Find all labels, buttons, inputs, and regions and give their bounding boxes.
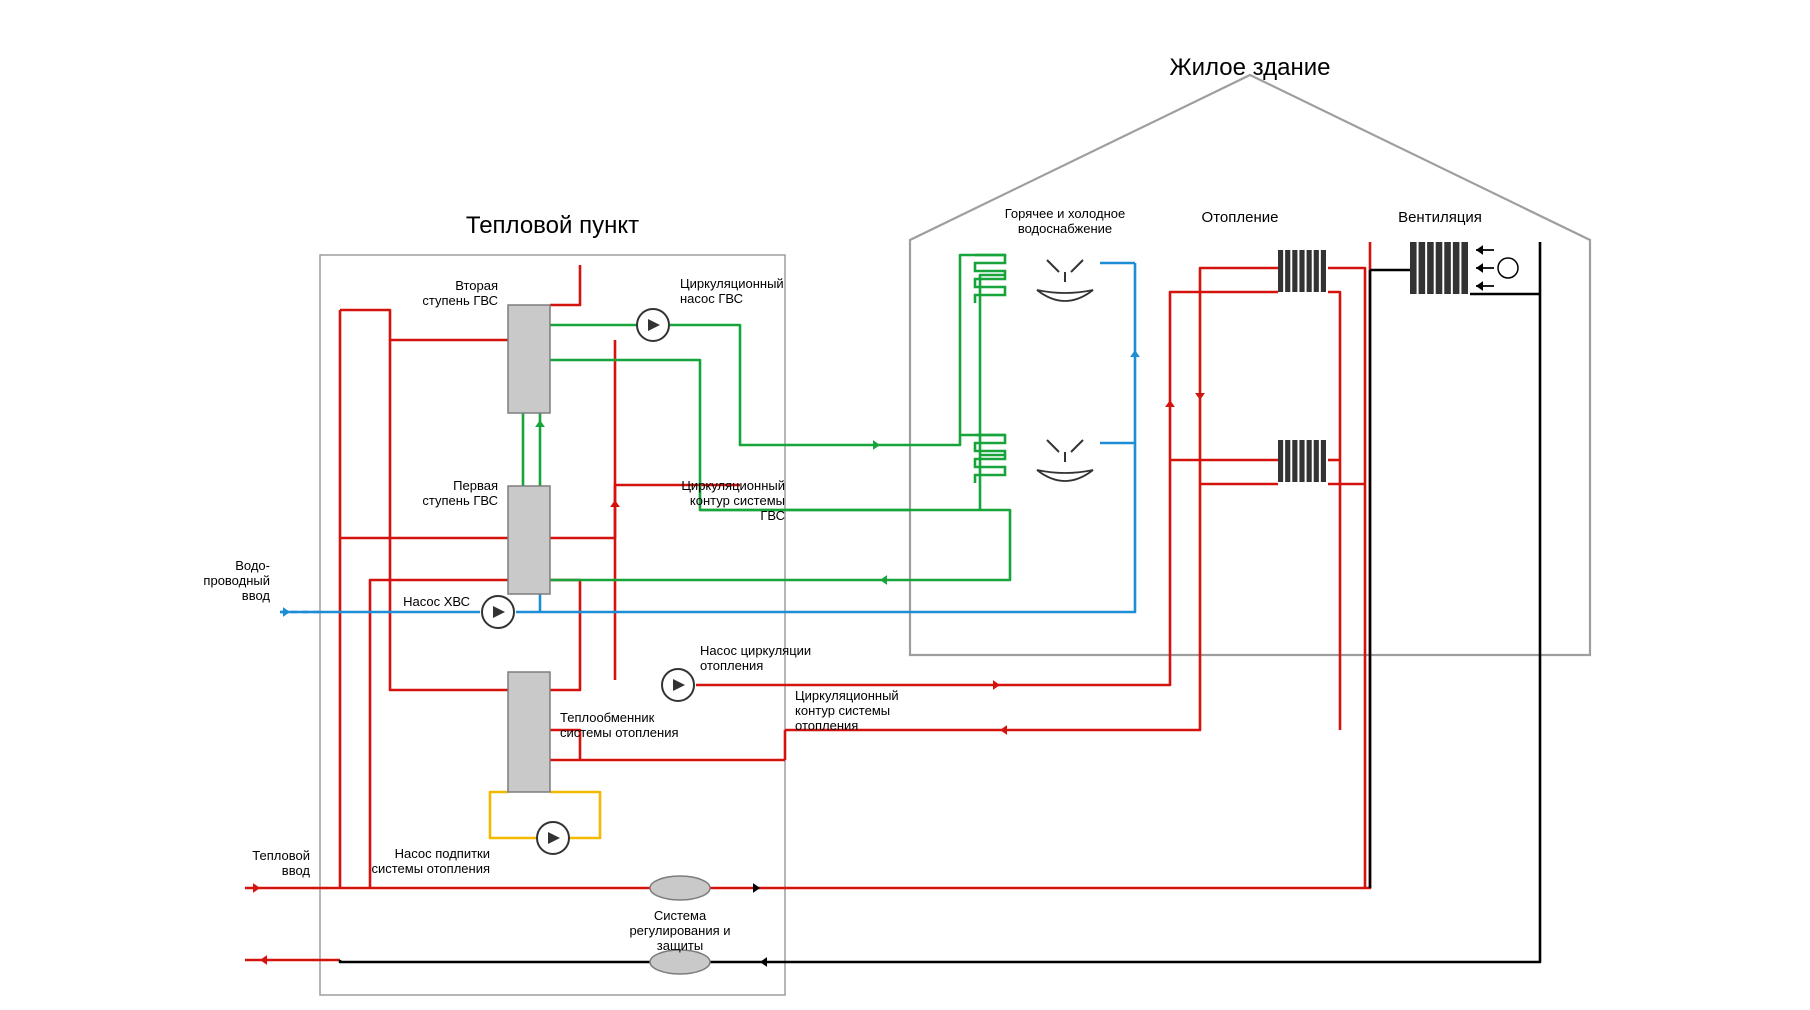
radiator-icon — [1410, 242, 1468, 294]
label-regulation: Системарегулирования изащиты — [629, 908, 730, 953]
heat-exchanger-icon — [508, 305, 550, 413]
label-heating: Отопление — [1202, 209, 1279, 226]
label-circ-circuit-dhw: Циркуляционныйконтур системыГВС — [681, 478, 785, 523]
label-first-stage: Перваяступень ГВС — [422, 478, 498, 508]
radiator-icon — [1278, 440, 1326, 482]
sink-icon — [1037, 290, 1093, 301]
building-outline — [910, 75, 1590, 655]
label-water-inlet: Водо-проводныйввод — [203, 558, 270, 603]
label-heat-circ-pump: Насос циркуляцииотопления — [700, 643, 811, 673]
regulator-icon — [650, 876, 710, 900]
radiator-icon — [1278, 250, 1326, 292]
label-heat-inlet: Тепловойввод — [252, 848, 310, 878]
diagram-canvas: Тепловой пункт Жилое здание Втораяступень … — [0, 0, 1810, 1010]
sink-icon — [1037, 470, 1093, 481]
label-second-stage: Втораяступень ГВС — [422, 278, 498, 308]
label-circ-pump-dhw: Циркуляционныйнасос ГВС — [680, 276, 784, 306]
label-heat-exchanger: Теплообменниксистемы отопления — [560, 710, 679, 740]
heat-point-title: Тепловой пункт — [466, 212, 639, 239]
label-makeup-pump: Насос подпиткисистемы отопления — [371, 846, 490, 876]
heat-exchanger-icon — [508, 672, 550, 792]
label-ventilation: Вентиляция — [1398, 209, 1482, 226]
building-title: Жилое здание — [1169, 54, 1330, 81]
label-circ-circuit-heat: Циркуляционныйконтур системыотопления — [795, 688, 899, 733]
heat-exchanger-icon — [508, 486, 550, 594]
label-cold-pump: Насос ХВС — [403, 594, 470, 609]
regulator-icon — [650, 950, 710, 974]
label-hot-cold: Горячее и холодноеводоснабжение — [1005, 206, 1125, 236]
